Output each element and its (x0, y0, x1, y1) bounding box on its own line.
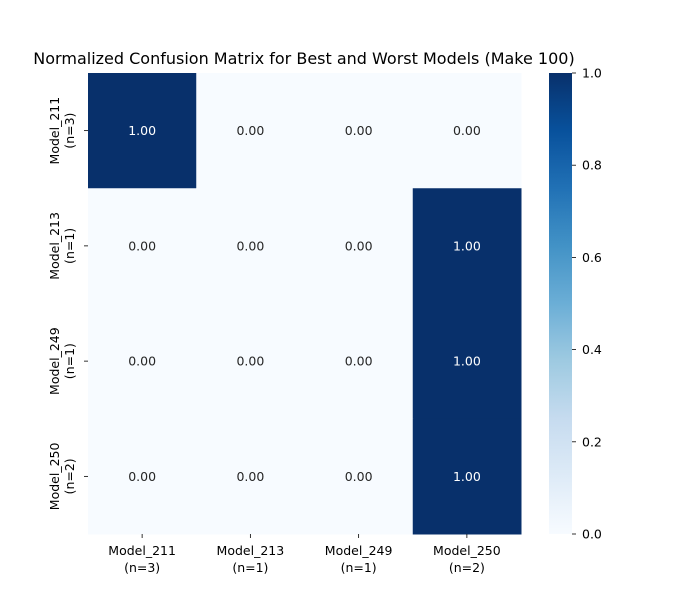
heatmap-cell (196, 73, 305, 189)
x-tick-label-name: Model_213 (217, 543, 285, 558)
cell-value-label: 0.00 (128, 354, 156, 369)
heatmap-cell (88, 303, 197, 420)
y-tick-label-name: Model_250 (47, 443, 62, 511)
cell-value-label: 1.00 (453, 469, 481, 484)
chart-title: Normalized Confusion Matrix for Best and… (33, 49, 574, 68)
y-tick-label-count: (n=1) (62, 228, 77, 264)
heatmap-cell (88, 418, 197, 535)
y-tick-label-name: Model_249 (47, 327, 62, 395)
heatmap-cell (196, 188, 305, 304)
y-tick-label-name: Model_213 (47, 212, 62, 280)
heatmap-cell (412, 303, 522, 420)
cell-value-label: 0.00 (128, 469, 156, 484)
colorbar-tick-label: 0.8 (582, 158, 602, 173)
x-tick-label-name: Model_250 (433, 543, 501, 558)
cell-value-label: 1.00 (453, 354, 481, 369)
heatmap-cell (196, 303, 305, 420)
colorbar (549, 73, 572, 534)
heatmap-cell (412, 188, 522, 304)
heatmap-cell (88, 188, 197, 304)
y-tick-label-name: Model_211 (47, 97, 62, 165)
colorbar-tick-label: 0.0 (582, 527, 602, 542)
cell-value-label: 0.00 (345, 238, 373, 253)
cell-value-label: 0.00 (236, 354, 264, 369)
x-tick-label-name: Model_249 (325, 543, 393, 558)
heatmap-cell (412, 418, 522, 535)
heatmap-cell (304, 418, 414, 535)
x-tick-label-count: (n=2) (449, 560, 485, 575)
colorbar-tick-label: 1.0 (582, 66, 602, 81)
colorbar-tick-label: 0.6 (582, 250, 602, 265)
heatmap-cell (304, 303, 414, 420)
cell-value-label: 0.00 (453, 123, 481, 138)
heatmap-cell (88, 73, 197, 189)
heatmap-cell (304, 73, 414, 189)
cell-value-label: 0.00 (236, 238, 264, 253)
cell-value-label: 1.00 (128, 123, 156, 138)
colorbar-tick-label: 0.2 (582, 434, 602, 449)
x-tick-label-name: Model_211 (108, 543, 176, 558)
x-tick-label-count: (n=1) (232, 560, 268, 575)
cell-value-label: 0.00 (345, 123, 373, 138)
cell-value-label: 0.00 (345, 354, 373, 369)
colorbar-tick-label: 0.4 (582, 342, 602, 357)
heatmap-cell (196, 418, 305, 535)
x-tick-label-count: (n=1) (341, 560, 377, 575)
cell-value-label: 0.00 (236, 123, 264, 138)
cell-value-label: 0.00 (236, 469, 264, 484)
cell-value-label: 0.00 (128, 238, 156, 253)
y-tick-label-count: (n=1) (62, 343, 77, 379)
heatmap-cell (304, 188, 414, 304)
cell-value-label: 1.00 (453, 238, 481, 253)
heatmap-cell (412, 73, 522, 189)
y-tick-label-count: (n=3) (62, 113, 77, 149)
cell-value-label: 0.00 (345, 469, 373, 484)
y-tick-label-count: (n=2) (62, 458, 77, 494)
x-tick-label-count: (n=3) (124, 560, 160, 575)
